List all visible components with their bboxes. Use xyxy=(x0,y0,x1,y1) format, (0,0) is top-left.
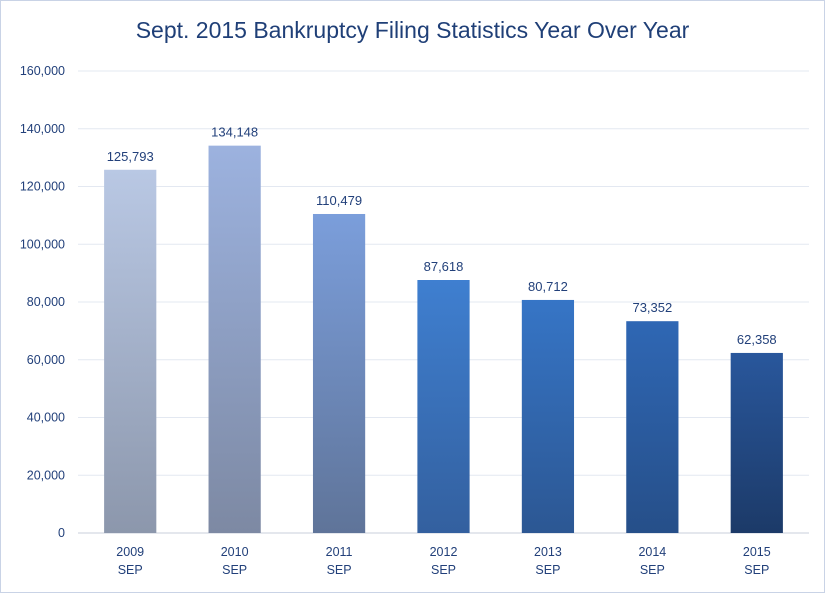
bar-2009 xyxy=(104,169,157,533)
y-axis-ticks: 0 20,000 40,000 60,000 80,000 100,000 120,000 1… xyxy=(20,64,65,540)
data-label-2010: 134,148 xyxy=(211,125,258,140)
x-tick-label: 2014 xyxy=(638,545,666,559)
bar-2013 xyxy=(521,299,575,533)
y-tick-label: 0 xyxy=(58,526,65,540)
y-tick-label: 140,000 xyxy=(20,122,65,136)
chart-title: Sept. 2015 Bankruptcy Filing Statistics … xyxy=(135,17,690,43)
x-tick-label: 2009 xyxy=(116,545,144,559)
bar-2015 xyxy=(730,352,783,533)
x-tick-label: SEP xyxy=(118,563,143,577)
data-labels: 125,793 134,148 110,479 87,618 80,712 73,352 6… xyxy=(107,125,777,347)
x-tick-label: 2013 xyxy=(534,545,562,559)
x-tick-label: SEP xyxy=(640,563,665,577)
data-label-2015: 62,358 xyxy=(737,332,777,347)
bar-2014 xyxy=(626,321,679,533)
x-tick-label: SEP xyxy=(744,563,769,577)
y-tick-label: 80,000 xyxy=(27,295,65,309)
bar-2011 xyxy=(312,213,366,533)
y-tick-label: 160,000 xyxy=(20,64,65,78)
x-tick-label: SEP xyxy=(327,563,352,577)
bars xyxy=(104,145,783,533)
y-tick-label: 60,000 xyxy=(27,353,65,367)
data-label-2014: 73,352 xyxy=(632,300,672,315)
y-tick-label: 120,000 xyxy=(20,180,65,194)
bar-2010 xyxy=(208,145,261,533)
data-label-2013: 80,712 xyxy=(528,279,568,294)
x-axis-categories: 2009 SEP 2010 SEP 2011 SEP 2012 SEP 2013 SEP 2014 S… xyxy=(116,545,770,577)
x-tick-label: SEP xyxy=(431,563,456,577)
x-tick-label: 2011 xyxy=(326,545,353,559)
x-tick-label: 2015 xyxy=(743,545,771,559)
data-label-2009: 125,793 xyxy=(107,149,154,164)
y-tick-label: 20,000 xyxy=(27,468,65,482)
data-label-2012: 87,618 xyxy=(424,259,464,274)
y-tick-label: 40,000 xyxy=(27,411,65,425)
x-tick-label: SEP xyxy=(535,563,560,577)
x-tick-label: SEP xyxy=(222,563,247,577)
x-tick-label: 2010 xyxy=(221,545,249,559)
data-label-2011: 110,479 xyxy=(316,193,362,208)
y-tick-label: 100,000 xyxy=(20,237,65,251)
x-tick-label: 2012 xyxy=(430,545,458,559)
bar-2012 xyxy=(417,280,470,533)
